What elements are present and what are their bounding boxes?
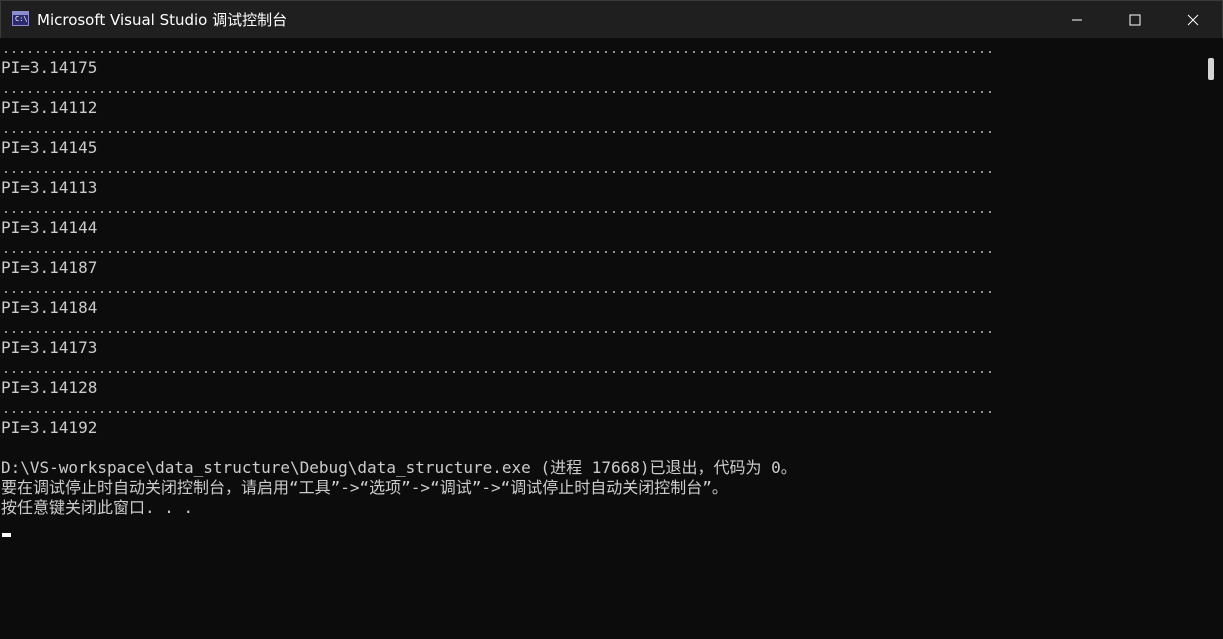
minimize-icon <box>1072 19 1082 20</box>
console-app-icon: C:\ <box>12 11 29 26</box>
app-icon-glyph: C:\ <box>15 15 28 23</box>
pi-output-line: PI=3.14187 <box>1 258 98 277</box>
maximize-icon <box>1129 14 1141 25</box>
pi-output-line: PI=3.14184 <box>1 298 98 317</box>
pi-output-line: PI=3.14145 <box>1 138 98 157</box>
pi-output-line: PI=3.14173 <box>1 338 98 357</box>
vertical-scrollbar[interactable] <box>1200 38 1223 639</box>
dot-separator <box>2 251 996 253</box>
pi-output-line: PI=3.14113 <box>1 178 98 197</box>
exit-message: D:\VS-workspace\data_structure\Debug\dat… <box>1 458 797 477</box>
close-button[interactable] <box>1164 1 1222 38</box>
dot-separator <box>2 331 996 333</box>
text-cursor <box>2 533 11 537</box>
scrollbar-thumb[interactable] <box>1208 58 1214 80</box>
close-icon <box>1187 14 1199 25</box>
window-title: Microsoft Visual Studio 调试控制台 <box>37 11 288 29</box>
console-output[interactable]: PI=3.14175 PI=3.14112 PI=3.14145 PI=3.14… <box>0 38 1200 639</box>
dot-separator <box>2 371 996 373</box>
dot-separator <box>2 411 996 413</box>
dot-separator <box>2 51 996 53</box>
pi-output-line: PI=3.14128 <box>1 378 98 397</box>
dot-separator <box>2 211 996 213</box>
close-hint-message: 要在调试停止时自动关闭控制台，请启用“工具”->“选项”->“调试”->“调试停… <box>1 478 728 497</box>
maximize-button[interactable] <box>1106 1 1164 38</box>
dot-separator <box>2 91 996 93</box>
title-bar[interactable]: C:\ Microsoft Visual Studio 调试控制台 <box>0 0 1223 38</box>
pi-output-line: PI=3.14175 <box>1 58 98 77</box>
pi-output-line: PI=3.14112 <box>1 98 98 117</box>
dot-separator <box>2 131 996 133</box>
dot-separator <box>2 291 996 293</box>
pi-output-line: PI=3.14192 <box>1 418 98 437</box>
dot-separator <box>2 171 996 173</box>
pi-output-line: PI=3.14144 <box>1 218 98 237</box>
press-key-prompt: 按任意键关闭此窗口. . . <box>1 498 194 517</box>
minimize-button[interactable] <box>1048 1 1106 38</box>
